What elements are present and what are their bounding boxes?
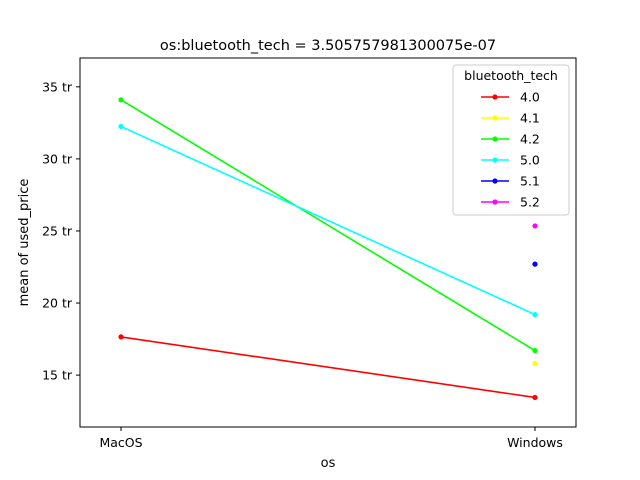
y-tick-label: 35 tr <box>42 79 73 94</box>
legend-marker <box>492 199 498 205</box>
legend-marker <box>492 157 498 163</box>
legend-entry: 4.2 <box>520 132 540 147</box>
y-tick-label: 15 tr <box>42 368 73 383</box>
data-point-4-2-macos <box>118 97 124 103</box>
chart-title: os:bluetooth_tech = 3.505757981300075e-0… <box>160 38 496 54</box>
plot-layer <box>118 97 538 401</box>
data-point-4-0-windows <box>532 394 538 401</box>
series-line-5-0 <box>120 125 536 316</box>
legend-entry: 5.0 <box>520 153 540 168</box>
series-line-4-0 <box>120 336 536 399</box>
data-point-4-0-macos <box>118 334 124 340</box>
x-tick-label: MacOS <box>99 435 142 450</box>
data-point-5-1-windows <box>532 261 538 267</box>
legend: bluetooth_tech 4.0 4.1 4.2 5.0 5.1 5.2 <box>452 64 570 216</box>
x-tick-label: Windows <box>507 435 563 450</box>
y-tick-label: 20 tr <box>42 296 73 311</box>
data-point-5-0-windows <box>532 311 538 318</box>
legend-title: bluetooth_tech <box>464 68 558 83</box>
data-point-5-2-windows <box>532 223 538 229</box>
y-axis-label: mean of used_price <box>17 179 32 307</box>
series-line-4-2 <box>120 99 536 352</box>
legend-entry: 5.1 <box>520 174 540 189</box>
legend-marker <box>492 115 498 121</box>
data-point-4-1-windows <box>532 360 538 367</box>
data-point-5-0-macos <box>118 123 124 130</box>
legend-marker <box>492 178 498 184</box>
y-tick-label: 30 tr <box>42 151 73 166</box>
legend-box <box>452 64 570 216</box>
legend-entry: 5.2 <box>520 195 540 210</box>
legend-entry: 4.1 <box>520 111 540 126</box>
legend-marker <box>492 136 498 142</box>
y-tick-label: 25 tr <box>42 223 73 238</box>
legend-marker <box>492 94 498 100</box>
x-axis-label: os <box>321 456 336 471</box>
legend-entry: 4.0 <box>520 90 540 105</box>
data-point-4-2-windows <box>532 348 538 354</box>
plot-frame <box>79 57 577 428</box>
